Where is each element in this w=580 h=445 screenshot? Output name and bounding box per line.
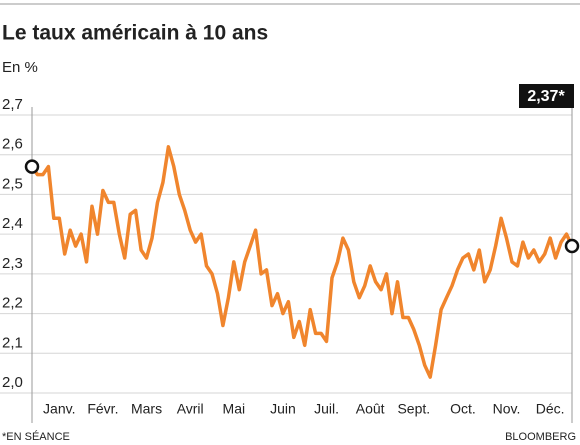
y-tick-label: 2,0 <box>2 374 23 391</box>
y-tick-label: 2,3 <box>2 255 23 272</box>
x-tick-label: Mai <box>223 401 246 417</box>
x-tick-label: Déc. <box>536 401 565 417</box>
y-tick-label: 2,6 <box>2 136 23 153</box>
footnote: *EN SÉANCE <box>2 430 70 443</box>
y-tick-label: 2,7 <box>2 96 23 113</box>
x-tick-label: Avril <box>177 401 204 417</box>
x-tick-label: Août <box>356 401 385 417</box>
x-tick-label: Mars <box>131 401 162 417</box>
y-tick-label: 2,2 <box>2 295 23 312</box>
chart-title: Le taux américain à 10 ans <box>2 22 268 45</box>
x-tick-label: Févr. <box>87 401 118 417</box>
x-tick-label: Juil. <box>314 401 339 417</box>
subtitle: En % <box>2 59 38 76</box>
source: BLOOMBERG <box>505 431 576 443</box>
x-tick-label: Oct. <box>450 401 476 417</box>
y-tick-label: 2,1 <box>2 334 23 351</box>
point-marker <box>564 238 580 254</box>
x-tick-label: Janv. <box>43 401 75 417</box>
y-tick-label: 2,4 <box>2 215 23 232</box>
x-tick-label: Nov. <box>493 401 521 417</box>
annotation: 2,37* <box>527 88 565 105</box>
x-tick-label: Juin <box>270 401 296 417</box>
x-tick-label: Sept. <box>397 401 430 417</box>
y-tick-label: 2,5 <box>2 175 23 192</box>
annotation-box <box>519 84 574 108</box>
line <box>30 145 574 379</box>
point-marker <box>24 159 40 174</box>
